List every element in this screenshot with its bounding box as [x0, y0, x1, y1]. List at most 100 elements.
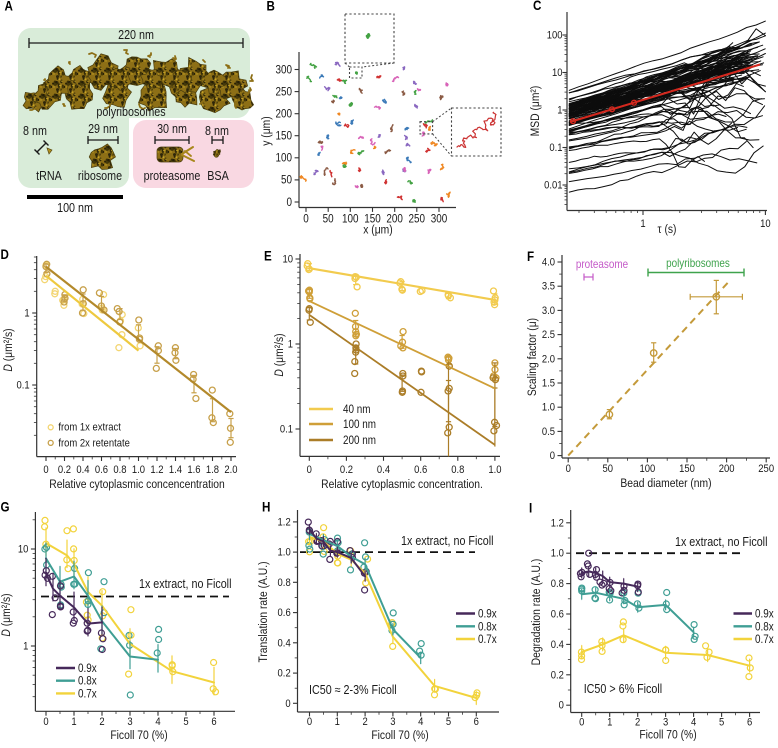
svg-text:2.5: 2.5 — [542, 330, 555, 342]
svg-text:50: 50 — [281, 174, 292, 187]
svg-text:4: 4 — [691, 717, 697, 729]
svg-text:1.8: 1.8 — [206, 464, 219, 476]
svg-text:250: 250 — [276, 86, 293, 99]
svg-text:10: 10 — [760, 218, 771, 230]
svg-text:A: A — [5, 0, 13, 14]
svg-text:4: 4 — [418, 716, 424, 728]
svg-text:3: 3 — [663, 717, 669, 729]
svg-text:0: 0 — [285, 698, 291, 710]
svg-text:3.0: 3.0 — [542, 305, 555, 317]
svg-text:0.8: 0.8 — [551, 579, 564, 591]
svg-text:0.2: 0.2 — [58, 464, 71, 476]
svg-text:D: D — [1, 247, 9, 262]
svg-text:2.0: 2.0 — [542, 354, 555, 366]
svg-text:150: 150 — [679, 463, 695, 475]
svg-text:0.1: 0.1 — [17, 380, 30, 392]
svg-text:0.6: 0.6 — [414, 464, 427, 476]
svg-text:G: G — [1, 500, 10, 515]
svg-text:1: 1 — [288, 339, 294, 351]
svg-text:5: 5 — [183, 716, 189, 728]
svg-text:8 nm: 8 nm — [205, 124, 229, 138]
svg-text:Relative cytoplasmic concentra: Relative cytoplasmic concentration. — [321, 478, 483, 491]
svg-text:10: 10 — [282, 254, 293, 266]
svg-text:4: 4 — [155, 716, 161, 728]
svg-text:40 nm: 40 nm — [343, 403, 371, 416]
svg-text:from 2x retentate: from 2x retentate — [58, 438, 130, 450]
svg-text:4.0: 4.0 — [542, 257, 555, 269]
svg-text:0: 0 — [579, 717, 585, 729]
svg-text:τ (s): τ (s) — [658, 223, 677, 236]
svg-text:1.0: 1.0 — [488, 464, 501, 476]
svg-text:5: 5 — [446, 716, 452, 728]
svg-text:100: 100 — [640, 463, 656, 475]
svg-text:0: 0 — [307, 716, 313, 728]
svg-text:0.2: 0.2 — [340, 464, 353, 476]
svg-text:0: 0 — [550, 451, 556, 463]
svg-text:Ficoll 70 (%): Ficoll 70 (%) — [110, 729, 168, 742]
svg-text:5: 5 — [719, 717, 725, 729]
svg-text:Translation rate (A.U.): Translation rate (A.U.) — [257, 561, 270, 662]
svg-text:29 nm: 29 nm — [88, 122, 118, 136]
svg-text:150: 150 — [364, 213, 381, 226]
svg-text:1: 1 — [71, 716, 77, 728]
svg-text:1.2: 1.2 — [278, 517, 291, 529]
svg-text:IC50 ≈ 2-3% Ficoll: IC50 ≈ 2-3% Ficoll — [309, 683, 397, 697]
svg-text:8 nm: 8 nm — [23, 124, 47, 138]
svg-text:100 nm: 100 nm — [57, 201, 93, 215]
svg-text:2.0: 2.0 — [224, 464, 237, 476]
svg-text:D (μm²/s): D (μm²/s) — [273, 333, 286, 376]
svg-text:100: 100 — [342, 213, 359, 226]
svg-text:0: 0 — [43, 464, 49, 476]
svg-text:1.0: 1.0 — [542, 402, 555, 414]
svg-text:D (μm²/s): D (μm²/s) — [2, 328, 15, 371]
svg-text:B: B — [266, 0, 274, 14]
svg-text:0.2: 0.2 — [278, 668, 291, 680]
svg-text:250: 250 — [409, 213, 426, 226]
svg-text:1x extract, no Ficoll: 1x extract, no Ficoll — [401, 534, 493, 548]
svg-text:0.8: 0.8 — [113, 464, 126, 476]
svg-text:300: 300 — [276, 64, 293, 77]
svg-text:200: 200 — [719, 463, 735, 475]
svg-text:1.5: 1.5 — [542, 378, 555, 390]
svg-text:proteasome: proteasome — [144, 169, 201, 183]
svg-text:0.8x: 0.8x — [78, 675, 97, 688]
svg-text:0: 0 — [286, 196, 292, 209]
svg-text:220 nm: 220 nm — [118, 28, 154, 42]
svg-text:0.01: 0.01 — [544, 180, 563, 192]
svg-text:1x extract, no Ficoll: 1x extract, no Ficoll — [675, 535, 767, 549]
svg-text:0.4: 0.4 — [377, 464, 390, 476]
svg-text:6: 6 — [747, 717, 753, 729]
svg-text:MSD (μm²): MSD (μm²) — [529, 85, 542, 136]
svg-text:100: 100 — [276, 152, 293, 165]
svg-text:0: 0 — [43, 716, 49, 728]
svg-text:1.0: 1.0 — [278, 547, 291, 559]
svg-text:0.4: 0.4 — [278, 638, 291, 650]
svg-text:0.9x: 0.9x — [478, 608, 497, 621]
svg-text:0.5: 0.5 — [542, 426, 555, 438]
svg-text:0.9x: 0.9x — [755, 608, 774, 621]
svg-text:1: 1 — [24, 308, 30, 320]
svg-text:1.6: 1.6 — [187, 464, 200, 476]
svg-text:1.2: 1.2 — [150, 464, 163, 476]
svg-text:0: 0 — [559, 700, 565, 712]
svg-text:Relative cytoplasmic concencen: Relative cytoplasmic concencentration — [49, 478, 224, 491]
svg-text:0.7x: 0.7x — [78, 688, 97, 701]
svg-text:3: 3 — [127, 716, 133, 728]
svg-text:6: 6 — [211, 716, 217, 728]
svg-text:150: 150 — [276, 130, 293, 143]
svg-text:proteasome: proteasome — [576, 258, 628, 271]
svg-text:tRNA: tRNA — [36, 169, 62, 183]
svg-text:Degradation rate (A.U.): Degradation rate (A.U.) — [530, 558, 543, 665]
svg-text:50: 50 — [603, 463, 614, 475]
svg-text:0: 0 — [303, 213, 309, 226]
svg-text:250: 250 — [758, 463, 774, 475]
svg-text:I: I — [529, 501, 532, 516]
svg-text:0.4: 0.4 — [76, 464, 89, 476]
svg-text:1: 1 — [23, 641, 29, 653]
svg-text:0.4: 0.4 — [551, 639, 564, 651]
svg-text:1: 1 — [335, 716, 341, 728]
svg-text:0.6: 0.6 — [551, 609, 564, 621]
svg-text:polyribosomes: polyribosomes — [666, 257, 730, 270]
svg-text:200 nm: 200 nm — [343, 434, 376, 447]
svg-text:1: 1 — [640, 218, 646, 230]
